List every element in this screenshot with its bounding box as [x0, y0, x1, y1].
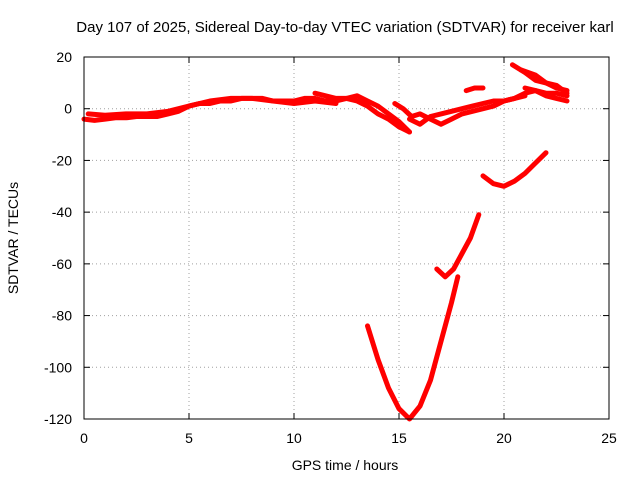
- series-line-arc-d: [333, 93, 412, 135]
- x-tick-label: 25: [601, 430, 617, 446]
- x-tick-label: 5: [185, 430, 193, 446]
- y-axis-label: SDTVAR / TECUs: [5, 182, 21, 294]
- series-line-arc-j: [522, 85, 570, 104]
- y-tick-label: -120: [44, 411, 72, 427]
- y-tick-label: -80: [52, 308, 72, 324]
- plot-frame: [83, 56, 610, 420]
- series-line-arc-g: [463, 85, 486, 94]
- series-line-arc-f: [407, 93, 528, 127]
- y-tick-label: 0: [64, 101, 72, 117]
- y-tick-label: -100: [44, 359, 72, 375]
- x-tick-label: 15: [391, 430, 407, 446]
- y-tick-label: -60: [52, 256, 72, 272]
- x-tick-label: 0: [80, 430, 88, 446]
- series-line-arc-m: [480, 150, 549, 189]
- series-group: [81, 62, 570, 422]
- series-line-arc-l: [434, 212, 482, 280]
- y-tick-label: -20: [52, 152, 72, 168]
- y-tick-labels: -120 -100 -80 -60 -40 -20 0 20: [44, 49, 72, 427]
- y-tick-label: 20: [56, 49, 72, 65]
- chart-title: Day 107 of 2025, Sidereal Day-to-day VTE…: [76, 19, 613, 36]
- series-line-arc-c: [312, 90, 412, 135]
- x-tick-label: 10: [286, 430, 302, 446]
- series-line-arc-k: [365, 274, 461, 422]
- y-tick-label: -40: [52, 204, 72, 220]
- axis-ticks: [83, 56, 610, 420]
- series-line-arc-i: [518, 67, 570, 96]
- x-tick-labels: 0 5 10 15 20 25: [80, 430, 617, 446]
- x-tick-label: 20: [496, 430, 512, 446]
- x-axis-label: GPS time / hours: [292, 457, 399, 473]
- series-line-arc-b: [85, 95, 339, 118]
- grid-lines: [84, 57, 609, 419]
